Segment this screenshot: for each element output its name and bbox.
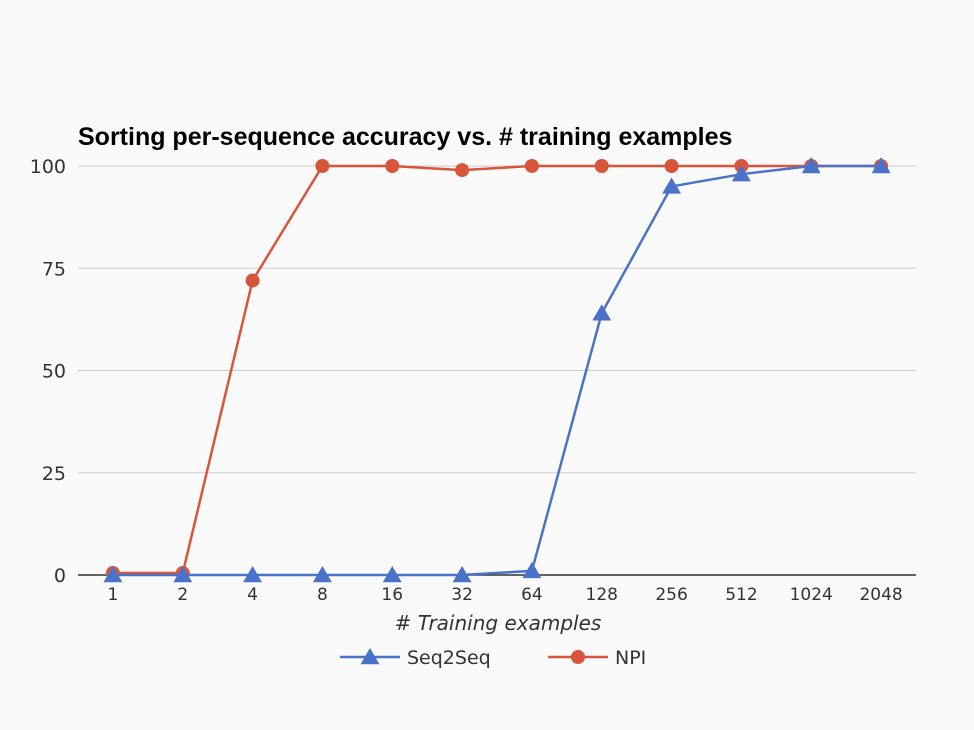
data-point — [731, 165, 751, 182]
x-tick-label: 256 — [655, 585, 687, 605]
legend-label: Seq2Seq — [407, 647, 491, 669]
legend-label: NPI — [615, 647, 646, 669]
x-tick-label: 8 — [317, 585, 328, 605]
data-point — [592, 304, 612, 321]
x-tick-label: 128 — [586, 585, 618, 605]
legend-marker — [571, 650, 585, 664]
data-point — [455, 163, 470, 178]
data-point — [664, 159, 679, 173]
data-point — [522, 561, 542, 579]
x-tick-label: 512 — [725, 585, 757, 605]
x-tick-label: 16 — [381, 585, 403, 605]
grid-lines — [78, 165, 916, 474]
x-axis-title: # Training examples — [395, 611, 602, 635]
data-point — [245, 273, 260, 288]
legend: Seq2Seq NPI — [340, 647, 646, 669]
data-point — [243, 566, 263, 583]
tick-labels: 0 25 50 75 100 1 2 4 8 16 32 64 128 256 512 1024 2048 — [30, 156, 903, 605]
x-tick-label: 1 — [108, 585, 119, 605]
series-seq2seq — [103, 157, 891, 583]
data-point — [452, 566, 472, 583]
data-point — [385, 159, 400, 173]
series-line — [112, 164, 882, 575]
x-tick-label: 1024 — [790, 585, 833, 605]
data-point — [524, 159, 539, 173]
data-point — [315, 159, 330, 173]
series-layer — [103, 157, 891, 583]
y-tick-label: 50 — [42, 361, 66, 383]
y-tick-label: 0 — [54, 565, 66, 587]
data-point — [103, 566, 123, 583]
x-tick-label: 32 — [451, 585, 473, 605]
data-point — [173, 566, 193, 583]
legend-marker — [360, 648, 380, 665]
x-tick-label: 64 — [521, 585, 543, 605]
legend-item-seq2seq: Seq2Seq — [340, 647, 491, 669]
legend-item-npi: NPI — [548, 647, 646, 669]
x-tick-label: 2 — [177, 585, 188, 605]
data-point — [662, 177, 682, 194]
x-tick-label: 4 — [247, 585, 258, 605]
data-point — [594, 159, 609, 173]
series-line — [112, 164, 882, 577]
chart-title: Sorting per-sequence accuracy vs. # trai… — [78, 123, 732, 151]
series-npi — [105, 159, 889, 580]
x-tick-label: 2048 — [859, 585, 902, 605]
data-point — [382, 566, 402, 583]
y-tick-label: 75 — [42, 258, 66, 280]
y-tick-label: 25 — [42, 463, 66, 485]
y-tick-label: 100 — [30, 156, 66, 178]
data-point — [801, 157, 821, 174]
data-point — [312, 566, 332, 583]
data-point — [871, 157, 891, 174]
